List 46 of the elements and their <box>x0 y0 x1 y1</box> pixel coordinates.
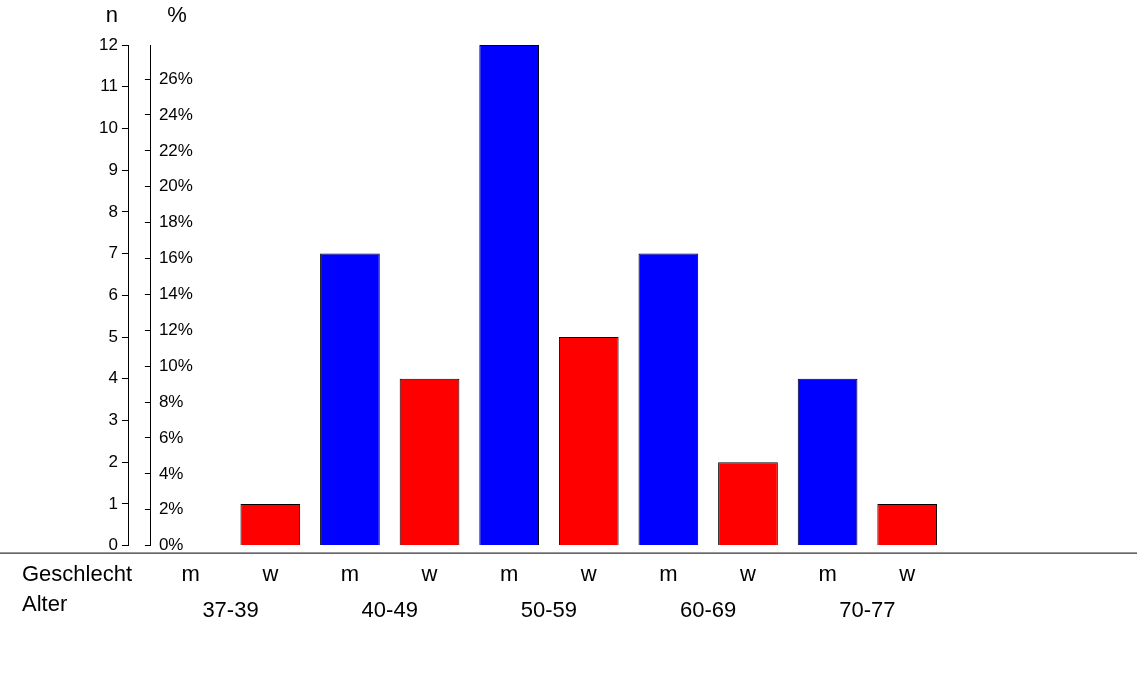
series-label: w <box>261 560 279 586</box>
y-tick-label: 10 <box>98 118 118 138</box>
y-tick-label: 7 <box>108 243 118 263</box>
y2-tick-label: 24% <box>158 104 193 124</box>
y-tick-label: 12 <box>98 34 118 54</box>
text: w <box>740 560 756 586</box>
y2-tick-label: 4% <box>158 463 184 483</box>
y2-tick-label: 2% <box>158 499 184 519</box>
y-tick-label: 5 <box>108 326 118 346</box>
y2-tick-label: 12% <box>158 319 193 339</box>
x-tick-label: 50-59 <box>520 596 578 622</box>
y-tick-label: 9 <box>108 159 118 179</box>
y-tick-label: 2 <box>108 451 118 471</box>
y-tick-label: 1 <box>108 493 118 513</box>
x-axis-title: Alter <box>22 590 68 616</box>
y2-tick-label: 0% <box>158 535 184 555</box>
x-tick-label: 60-69 <box>680 596 737 622</box>
y-tick-label: 6 <box>108 284 118 304</box>
y2-tick-label: 22% <box>158 140 193 160</box>
y2-axis-title: % <box>167 2 187 27</box>
text: w <box>899 560 916 586</box>
y2-tick-label: 6% <box>158 427 184 447</box>
series-label: m <box>340 560 360 586</box>
text: w <box>580 560 597 586</box>
y2-tick-label: 16% <box>158 248 193 268</box>
text: w <box>421 560 438 586</box>
y-tick-label: 3 <box>108 410 118 430</box>
text: m <box>659 560 678 586</box>
y2-tick-label: 8% <box>158 391 184 411</box>
x-tick-label: 37-39 <box>202 596 259 622</box>
y2-tick-label: 10% <box>158 355 193 375</box>
y2-tick-label: 14% <box>158 284 193 304</box>
y-tick-label: 0 <box>108 535 118 555</box>
x-tick-label: 70-77 <box>839 596 896 622</box>
y2-tick-label: 18% <box>158 212 193 232</box>
text: Geschlecht <box>22 560 133 586</box>
x-tick-label: 40-49 <box>361 596 418 622</box>
y2-tick-label: 20% <box>158 176 193 196</box>
text: m <box>499 560 519 586</box>
y-tick-label: 11 <box>100 76 118 96</box>
y-tick-label: 4 <box>108 368 118 388</box>
y-tick-label: 8 <box>108 201 118 221</box>
y-axis-title: n <box>105 2 119 27</box>
text: m <box>181 560 200 586</box>
text: m <box>818 560 837 586</box>
y2-tick-label: 26% <box>158 68 193 88</box>
